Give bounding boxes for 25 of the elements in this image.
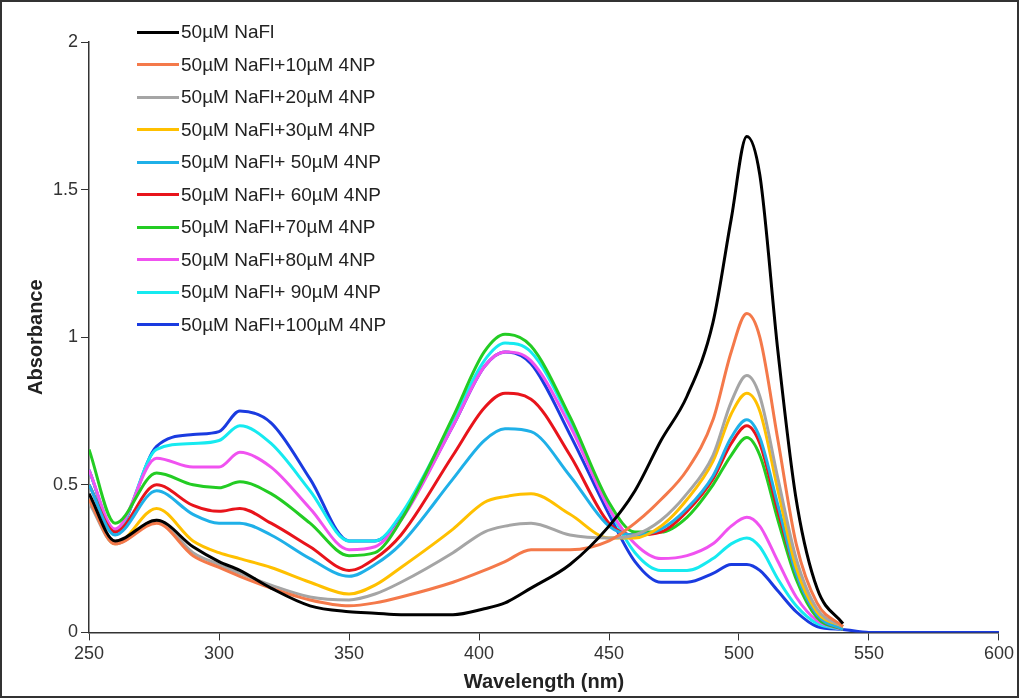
legend-label: 50µM NaFl+10µM 4NP bbox=[181, 52, 376, 77]
legend-label: 50µM NaFl+ 90µM 4NP bbox=[181, 280, 381, 304]
legend-label: 50µM NaFl+80µM 4NP bbox=[181, 247, 376, 272]
legend-label: 50µM NaFl+30µM 4NP bbox=[181, 117, 376, 142]
legend-label: 50µM NaFl+ 50µM 4NP bbox=[181, 150, 381, 174]
legend-label: 50µM NaFl+20µM 4NP bbox=[181, 85, 376, 109]
x-tick-label: 450 bbox=[593, 643, 625, 664]
y-tick-label: 1.5 bbox=[52, 178, 79, 199]
y-tick-label: 2 bbox=[68, 30, 79, 51]
x-tick-label: 350 bbox=[333, 643, 365, 664]
x-tick-label: 300 bbox=[203, 643, 235, 664]
x-tick-label: 500 bbox=[723, 643, 755, 664]
x-tick-label: 600 bbox=[983, 643, 1015, 664]
y-axis-title: Absorbance bbox=[23, 279, 46, 395]
y-tick-label: 1 bbox=[68, 326, 79, 347]
x-axis-title: Wavelength (nm) bbox=[463, 669, 625, 692]
legend-label: 50µM NaFl+ 60µM 4NP bbox=[181, 182, 381, 207]
y-tick-label: 0 bbox=[68, 621, 79, 642]
legend-label: 50µM NaFl+70µM 4NP bbox=[181, 215, 376, 239]
x-tick-label: 400 bbox=[463, 643, 495, 664]
x-tick-label: 550 bbox=[853, 643, 885, 664]
x-tick-label: 250 bbox=[74, 643, 105, 664]
legend-label: 50µM NaFl bbox=[181, 20, 275, 44]
legend-label: 50µM NaFl+100µM 4NP bbox=[181, 312, 387, 337]
y-tick-label: 0.5 bbox=[52, 473, 79, 494]
